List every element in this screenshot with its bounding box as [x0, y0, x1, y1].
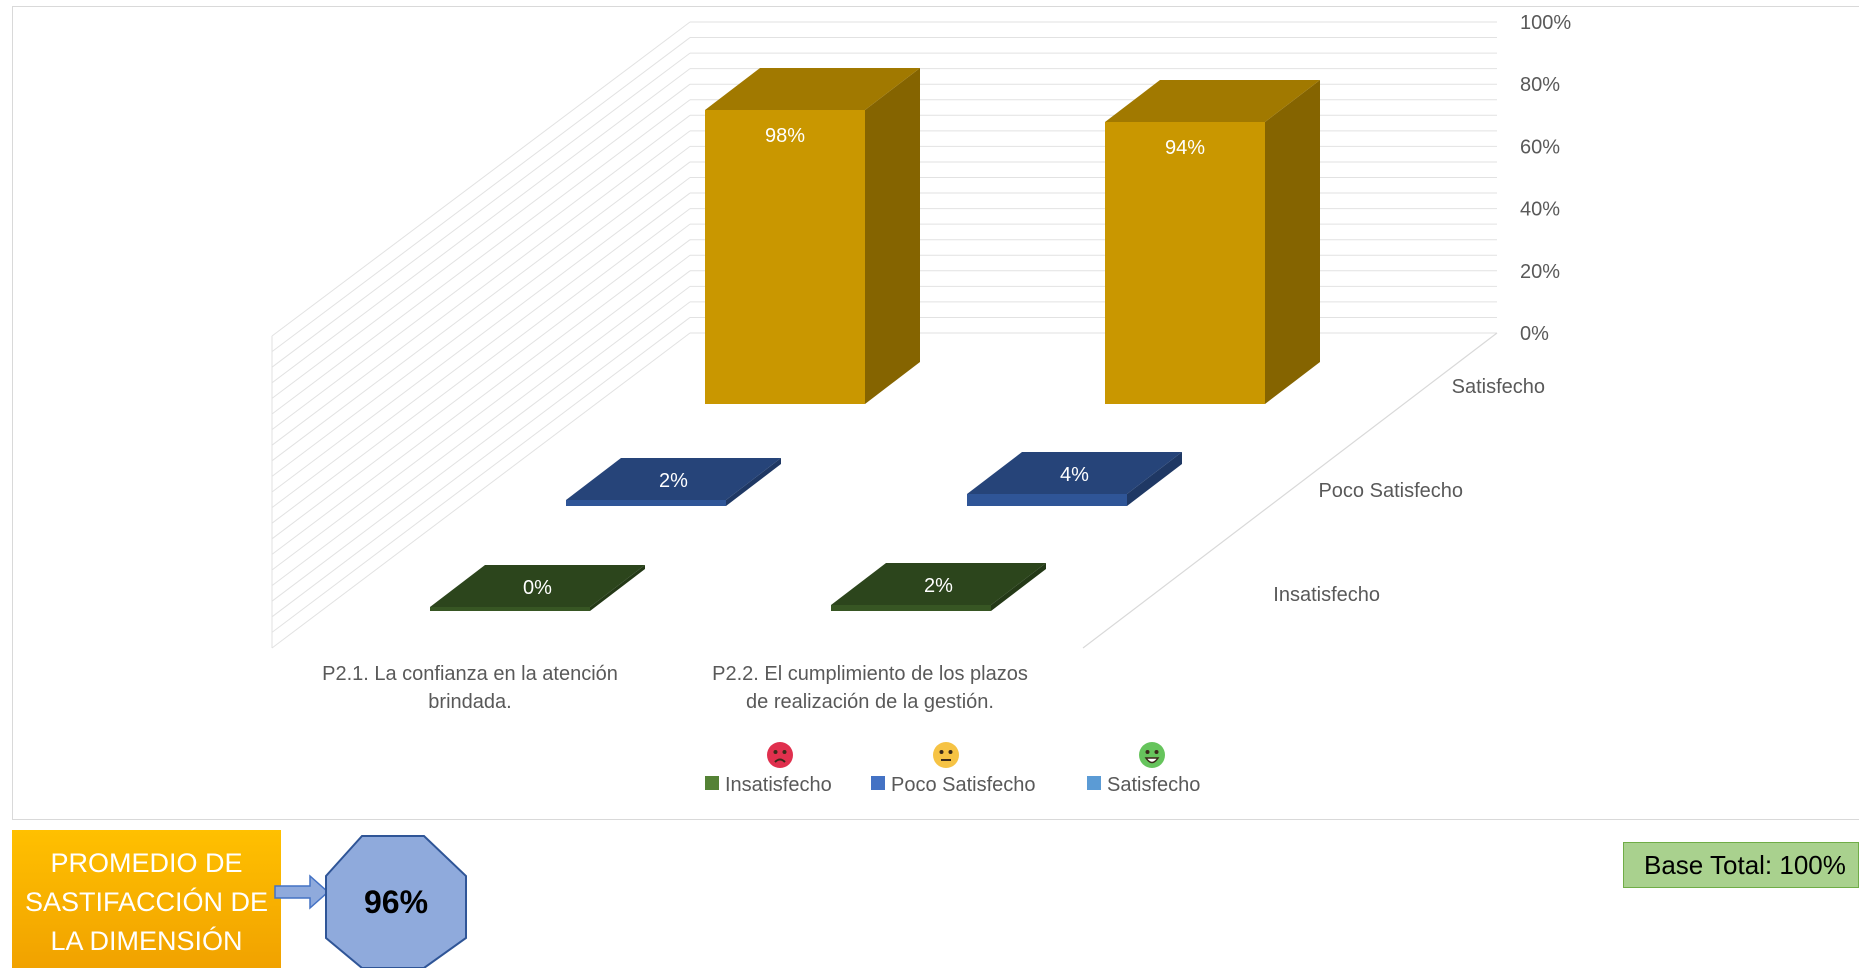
side-gridline [271, 254, 691, 571]
data-label: 94% [1165, 137, 1205, 159]
chart-frame [12, 6, 1859, 820]
legend-swatch [871, 776, 885, 790]
octagon-badge [325, 835, 467, 968]
data-label: 0% [523, 577, 552, 599]
side-gridline [271, 130, 691, 446]
depth-axis-label: Insatisfecho [1273, 584, 1380, 606]
bar-top-face [705, 68, 920, 110]
category-label: P2.1. La confianza en la atención [322, 663, 618, 685]
grinning-face-icon [1139, 742, 1165, 768]
bar-side-face [726, 458, 781, 506]
bar-front-face [430, 607, 590, 611]
side-gridline [271, 37, 691, 352]
side-gridline [271, 52, 691, 368]
bar-front-face [705, 110, 865, 404]
legend-swatch [705, 776, 719, 790]
bar-side-face [865, 68, 920, 404]
bar-top-face [967, 452, 1182, 494]
category-label: brindada. [428, 691, 511, 713]
promedio-label-line-1: PROMEDIO DE [50, 847, 243, 878]
bar-front-face [831, 605, 991, 611]
side-gridline [271, 223, 691, 540]
face-eye [782, 750, 787, 754]
neutral-face-icon [933, 742, 959, 768]
bar-top-face [831, 563, 1046, 605]
bar-front-face [1105, 122, 1265, 404]
bar-side-face [1127, 452, 1182, 506]
depth-axis-label: Poco Satisfecho [1318, 480, 1463, 502]
data-label: 98% [765, 125, 805, 147]
side-gridline [271, 68, 691, 384]
data-label: 4% [1060, 464, 1089, 486]
y-tick-label: 80% [1520, 74, 1560, 96]
bar-side-face [991, 563, 1046, 611]
side-gridline [271, 146, 691, 462]
floor-edge [1082, 332, 1498, 649]
y-tick-label: 100% [1520, 12, 1571, 34]
bar-front-face [566, 500, 726, 506]
bar-top-face [1105, 80, 1320, 122]
side-gridline [271, 177, 691, 493]
bar-side-face [590, 565, 645, 611]
bar-front-face [967, 494, 1127, 506]
y-tick-label: 0% [1520, 323, 1549, 345]
side-gridline [271, 21, 691, 337]
face-eye [1145, 750, 1150, 754]
bar-top-face [566, 458, 781, 500]
side-gridline [271, 301, 691, 618]
legend-label: Satisfecho [1107, 774, 1200, 796]
bar-top-face [430, 565, 645, 607]
face-eye [1154, 750, 1159, 754]
side-gridline [271, 161, 691, 477]
y-tick-label: 60% [1520, 136, 1560, 158]
depth-axis-label: Satisfecho [1452, 376, 1545, 398]
legend-label: Poco Satisfecho [891, 774, 1036, 796]
y-tick-label: 20% [1520, 261, 1560, 283]
side-gridline [271, 317, 691, 633]
side-gridline [271, 270, 691, 586]
side-gridline [271, 114, 691, 430]
legend-swatch [1087, 776, 1101, 790]
side-gridline [271, 239, 691, 555]
side-gridline [271, 285, 691, 602]
promedio-label-line-3: LA DIMENSIÓN [50, 925, 243, 956]
side-gridline [271, 99, 691, 415]
bar-side-face [1265, 80, 1320, 404]
promedio-value: 96% [364, 884, 428, 920]
face-eye [948, 750, 953, 754]
side-gridline [271, 192, 691, 508]
promedio-label-box: PROMEDIO DE SASTIFACCIÓN DE LA DIMENSIÓN [12, 830, 281, 968]
legend-label: Insatisfecho [725, 774, 832, 796]
face-mouth [774, 758, 786, 763]
side-gridline [271, 332, 691, 649]
promedio-value-graphic: 96% [274, 835, 467, 968]
category-label: de realización de la gestión. [746, 691, 994, 713]
base-total-badge: Base Total: 100% [1623, 842, 1859, 888]
face-eye [939, 750, 944, 754]
y-tick-label: 40% [1520, 199, 1560, 221]
side-gridline [271, 208, 691, 524]
face-mouth [1144, 757, 1160, 764]
data-label: 2% [924, 575, 953, 597]
data-label: 2% [659, 470, 688, 492]
promedio-label-line-2: SASTIFACCIÓN DE [24, 886, 269, 917]
face-eye [773, 750, 778, 754]
arrow-right-icon [274, 874, 330, 910]
side-gridline [271, 83, 691, 399]
angry-face-icon [767, 742, 793, 768]
category-label: P2.2. El cumplimiento de los plazos [712, 663, 1028, 685]
